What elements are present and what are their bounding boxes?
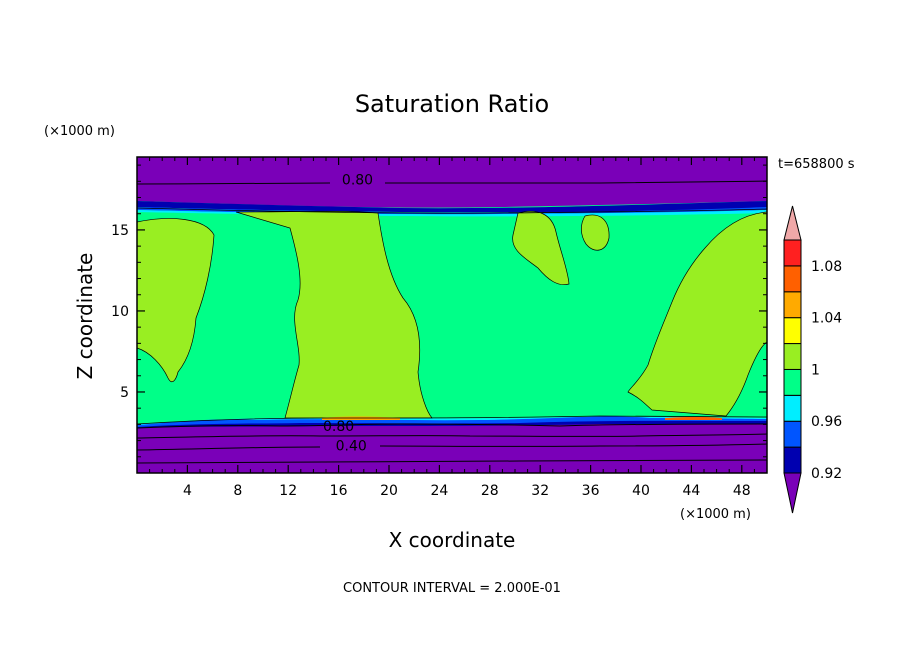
upper-dry-region — [137, 157, 767, 208]
colorbar: 0.92 0.96 1 1.04 1.08 — [783, 205, 842, 514]
contour-line-lower-2 — [137, 433, 767, 439]
contour-label: 0.80 — [323, 419, 354, 435]
colorbar-box — [783, 317, 802, 345]
contour-label: 0.40 — [336, 438, 367, 454]
chart-title: Saturation Ratio — [355, 90, 549, 118]
contour-line-upper — [137, 180, 767, 185]
x-tick-label: 28 — [481, 483, 499, 499]
x-axis-unit: (×1000 m) — [680, 507, 751, 522]
colorbar-box — [783, 368, 802, 396]
x-tick-label: 36 — [582, 483, 600, 499]
colorbar-box — [783, 239, 802, 267]
x-axis-label: X coordinate — [389, 528, 516, 552]
x-tick-label: 48 — [733, 483, 751, 499]
colorbar-box — [783, 291, 802, 319]
supersaturated-lobe-right — [627, 211, 767, 417]
colorbar-box — [783, 343, 802, 370]
upper-field-boundary — [137, 207, 767, 214]
y-tick-label: 5 — [120, 385, 129, 401]
contour-line-lower-1 — [137, 423, 767, 429]
z-axis-unit: (×1000 m) — [44, 124, 115, 139]
supersaturated-streak-2 — [665, 416, 722, 420]
colorbar-top-arrow — [783, 205, 802, 241]
colorbar-box — [783, 394, 802, 422]
contour-line-lower-3 — [137, 443, 767, 451]
supersaturated-lobe-left — [137, 218, 215, 383]
y-axis-label: Z coordinate — [73, 253, 97, 380]
x-tick-label: 32 — [531, 483, 549, 499]
colorbar-tick-label: 0.96 — [811, 414, 842, 430]
x-tick-label: 12 — [279, 483, 297, 499]
x-axis-ticks: 4 8 12 16 20 24 28 32 36 40 44 48 — [149, 157, 755, 499]
x-tick-label: 24 — [430, 483, 448, 499]
supersaturated-patch-2 — [581, 214, 610, 251]
x-tick-label: 8 — [233, 483, 242, 499]
y-axis-ticks: 5 10 15 — [111, 164, 767, 458]
colorbar-box — [783, 420, 802, 448]
colorbar-tick-label: 1 — [811, 362, 820, 378]
y-tick-label: 10 — [111, 304, 129, 320]
y-tick-label: 15 — [111, 223, 129, 239]
colorbar-tick-label: 1.08 — [811, 259, 842, 275]
time-label: t=658800 s — [778, 157, 855, 172]
colorbar-tick-label: 1.04 — [811, 311, 842, 327]
colorbar-box — [783, 265, 802, 293]
x-tick-label: 4 — [183, 483, 192, 499]
x-tick-label: 20 — [380, 483, 398, 499]
x-tick-label: 44 — [682, 483, 700, 499]
contour-field — [137, 157, 767, 473]
colorbar-tick-label: 0.92 — [811, 466, 842, 482]
supersaturated-patch-1 — [512, 210, 570, 286]
upper-gradient-band-1 — [137, 201, 767, 213]
contour-interval-label: CONTOUR INTERVAL = 2.000E-01 — [343, 581, 561, 596]
contour-line-lower-4 — [137, 459, 767, 464]
lower-field-boundary — [137, 415, 767, 425]
x-tick-label: 40 — [632, 483, 650, 499]
contour-label: 0.80 — [342, 173, 373, 189]
colorbar-bottom-arrow — [783, 472, 802, 514]
x-tick-label: 16 — [330, 483, 348, 499]
contour-labels: 0.80 0.80 0.40 — [323, 173, 373, 455]
colorbar-box — [783, 446, 802, 474]
